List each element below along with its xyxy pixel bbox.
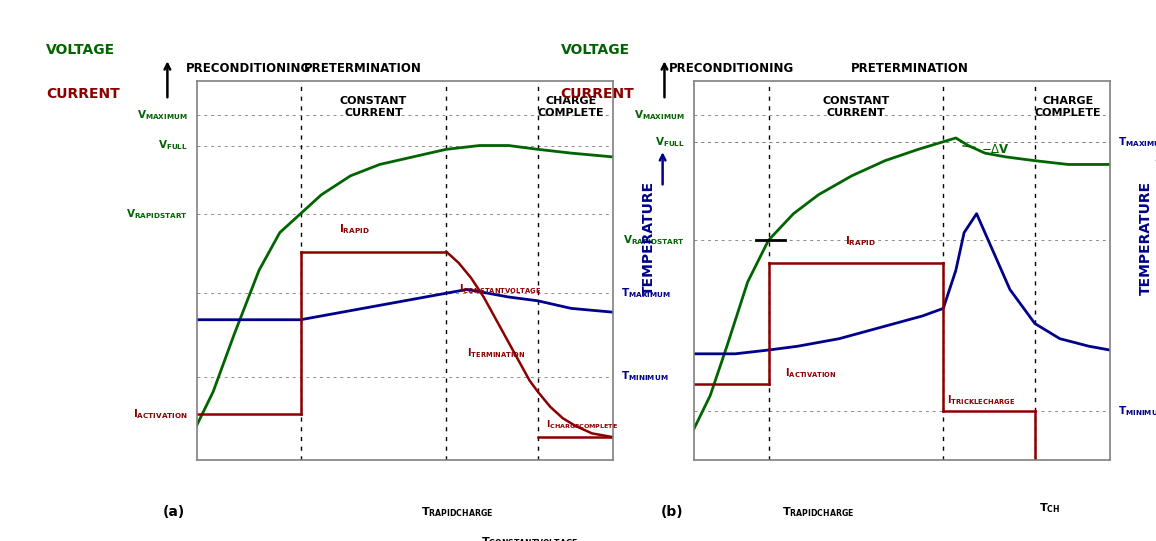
Text: CONSTANT
CURRENT: CONSTANT CURRENT bbox=[340, 96, 407, 118]
Text: CHARGE
COMPLETE: CHARGE COMPLETE bbox=[1035, 96, 1102, 118]
Text: PRETERMINATION: PRETERMINATION bbox=[851, 62, 969, 76]
Text: CURRENT: CURRENT bbox=[561, 87, 635, 101]
Text: PRECONDITIONING: PRECONDITIONING bbox=[668, 62, 794, 76]
Text: (b): (b) bbox=[660, 505, 683, 519]
Text: I$_{\mathregular{CHARGECOMPLETE}}$: I$_{\mathregular{CHARGECOMPLETE}}$ bbox=[546, 419, 618, 432]
Text: $-\Delta$V: $-\Delta$V bbox=[963, 143, 1009, 156]
Text: I$_{\mathregular{RAPID}}$: I$_{\mathregular{RAPID}}$ bbox=[339, 222, 370, 236]
Text: T$_{\mathregular{RAPIDCHARGE}}$: T$_{\mathregular{RAPIDCHARGE}}$ bbox=[421, 505, 492, 519]
Text: I$_{\mathregular{ACTIVATION}}$: I$_{\mathregular{ACTIVATION}}$ bbox=[785, 366, 837, 380]
Text: VOLTAGE: VOLTAGE bbox=[46, 43, 116, 57]
Text: T$_{\mathregular{RAPIDCHARGE}}$: T$_{\mathregular{RAPIDCHARGE}}$ bbox=[783, 505, 854, 519]
Text: CHARGE
COMPLETE: CHARGE COMPLETE bbox=[538, 96, 605, 118]
Text: T$_{\mathregular{CONSTANTVOLTAGE}}$: T$_{\mathregular{CONSTANTVOLTAGE}}$ bbox=[481, 536, 578, 541]
Text: I$_{\mathregular{TERMINATION}}$: I$_{\mathregular{TERMINATION}}$ bbox=[467, 346, 526, 360]
Text: V$_{\mathregular{MAXIMUM}}$: V$_{\mathregular{MAXIMUM}}$ bbox=[138, 108, 188, 122]
Text: (a): (a) bbox=[163, 505, 185, 519]
Text: T$_{\mathregular{MINIMUM}}$: T$_{\mathregular{MINIMUM}}$ bbox=[1118, 404, 1156, 418]
Text: I$_{\mathregular{RAPID}}$: I$_{\mathregular{RAPID}}$ bbox=[845, 234, 875, 248]
Text: CURRENT: CURRENT bbox=[46, 87, 120, 101]
Text: TEMPERATURE: TEMPERATURE bbox=[1139, 181, 1153, 295]
Text: TEMPERATURE: TEMPERATURE bbox=[642, 181, 655, 295]
Text: I$_{\mathregular{TRICKLECHARGE}}$: I$_{\mathregular{TRICKLECHARGE}}$ bbox=[948, 393, 1016, 407]
Text: T$_{\mathregular{MAXIMUM}}$: T$_{\mathregular{MAXIMUM}}$ bbox=[621, 286, 670, 300]
Text: V$_{\mathregular{RAPIDSTART}}$: V$_{\mathregular{RAPIDSTART}}$ bbox=[623, 233, 686, 247]
Text: V$_{\mathregular{FULL}}$: V$_{\mathregular{FULL}}$ bbox=[655, 135, 686, 149]
Text: I$_{\mathregular{CONSTANTVOLTAGE}}$: I$_{\mathregular{CONSTANTVOLTAGE}}$ bbox=[459, 282, 541, 296]
Text: T$_{\mathregular{CH}}$: T$_{\mathregular{CH}}$ bbox=[1039, 502, 1060, 516]
Text: T$_{\mathregular{MAXIMUM}}$: T$_{\mathregular{MAXIMUM}}$ bbox=[1118, 135, 1156, 149]
Text: VOLTAGE: VOLTAGE bbox=[561, 43, 630, 57]
Text: I$_{\mathregular{ACTIVATION}}$: I$_{\mathregular{ACTIVATION}}$ bbox=[133, 407, 188, 421]
Text: CONSTANT
CURRENT: CONSTANT CURRENT bbox=[822, 96, 889, 118]
Text: V$_{\mathregular{RAPIDSTART}}$: V$_{\mathregular{RAPIDSTART}}$ bbox=[126, 207, 188, 221]
Text: T$_{\mathregular{MINIMUM}}$: T$_{\mathregular{MINIMUM}}$ bbox=[621, 370, 668, 384]
Text: PRECONDITIONING: PRECONDITIONING bbox=[186, 62, 311, 76]
Text: V$_{\mathregular{FULL}}$: V$_{\mathregular{FULL}}$ bbox=[158, 138, 188, 153]
Text: V$_{\mathregular{MAXIMUM}}$: V$_{\mathregular{MAXIMUM}}$ bbox=[635, 108, 686, 122]
Text: PRETERMINATION: PRETERMINATION bbox=[304, 62, 422, 76]
